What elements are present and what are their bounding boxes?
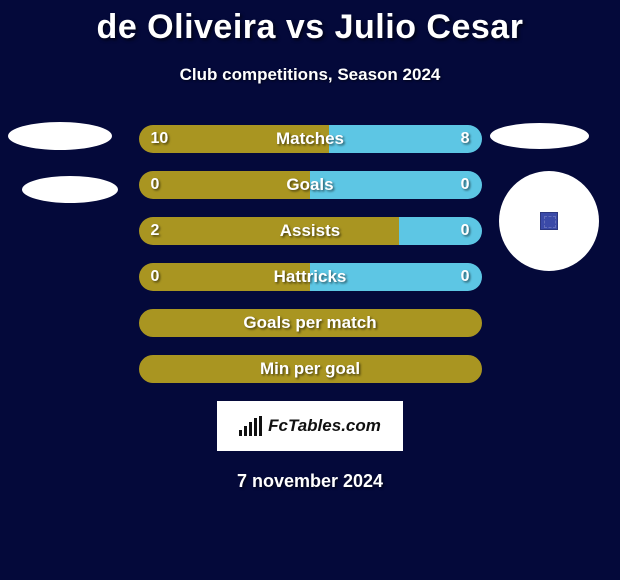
- subtitle: Club competitions, Season 2024: [0, 65, 620, 85]
- stat-row: Min per goal: [139, 355, 482, 383]
- stat-row: Goals per match: [139, 309, 482, 337]
- date-label: 7 november 2024: [0, 471, 620, 492]
- stat-row: 20Assists: [139, 217, 482, 245]
- stat-label: Goals per match: [139, 309, 482, 337]
- branding-text: FcTables.com: [268, 416, 381, 436]
- comparison-chart: 108Matches 00Goals 20Assists 00Hattricks Goa…: [0, 125, 620, 383]
- stat-row: 108Matches: [139, 125, 482, 153]
- page-title: de Oliveira vs Julio Cesar: [0, 0, 620, 47]
- branding-badge: FcTables.com: [217, 401, 403, 451]
- stat-label: Min per goal: [139, 355, 482, 383]
- stat-label: Assists: [139, 217, 482, 245]
- stat-row: 00Goals: [139, 171, 482, 199]
- branding-bars-icon: [239, 416, 262, 436]
- stat-label: Hattricks: [139, 263, 482, 291]
- stat-row: 00Hattricks: [139, 263, 482, 291]
- stat-label: Matches: [139, 125, 482, 153]
- stat-label: Goals: [139, 171, 482, 199]
